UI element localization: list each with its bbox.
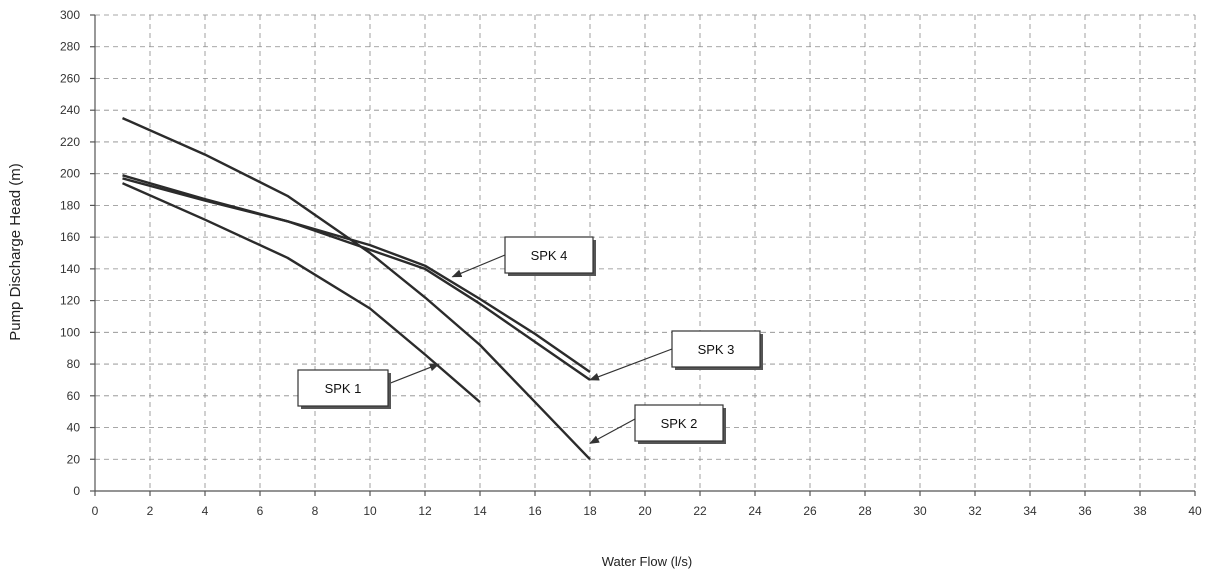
callout-arrow-spk-1 [387, 363, 440, 385]
y-tick-label: 60 [67, 389, 81, 403]
x-tick-label: 8 [312, 504, 319, 518]
y-tick-label: 220 [60, 135, 80, 149]
y-tick-label: 180 [60, 198, 80, 212]
annotations: SPK 1 SPK 2 SPK 3 SPK 4 [297, 236, 763, 444]
x-tick-label: 24 [748, 504, 762, 518]
x-tick-label: 22 [693, 504, 707, 518]
x-tick-label: 10 [363, 504, 377, 518]
x-tick-label: 0 [92, 504, 99, 518]
y-tick-label: 160 [60, 230, 80, 244]
y-tick-label: 140 [60, 262, 80, 276]
callout-arrow-spk-2 [589, 418, 636, 444]
x-tick-label: 6 [257, 504, 264, 518]
y-tick-label: 300 [60, 8, 80, 22]
x-tick-label: 30 [913, 504, 927, 518]
y-tick-label: 280 [60, 40, 80, 54]
callout-label-spk-2: SPK 2 [661, 416, 698, 431]
callout-arrow-spk-3 [589, 348, 673, 381]
series-line-spk-2 [122, 117, 591, 461]
x-axis-label: Water Flow (l/s) [602, 554, 693, 569]
callout-arrow-spk-4 [451, 254, 506, 278]
x-tick-label: 18 [583, 504, 597, 518]
grid [95, 14, 1196, 491]
x-tick-label: 2 [147, 504, 154, 518]
callout-box-spk-3 [671, 330, 761, 368]
y-tick-label: 240 [60, 103, 80, 117]
y-tick-label: 100 [60, 325, 80, 339]
callout-label-spk-3: SPK 3 [698, 342, 735, 357]
y-tick-label: 200 [60, 167, 80, 181]
series-line-spk-4 [122, 177, 591, 373]
series-lines [122, 117, 591, 461]
y-tick-label: 120 [60, 294, 80, 308]
callout-label-spk-4: SPK 4 [531, 248, 568, 263]
x-tick-label: 20 [638, 504, 652, 518]
callout-box-spk-1 [297, 369, 389, 407]
x-tick-label: 34 [1023, 504, 1037, 518]
x-tick-label: 26 [803, 504, 817, 518]
x-tick-label: 4 [202, 504, 209, 518]
x-tick-label: 14 [473, 504, 487, 518]
x-tick-label: 16 [528, 504, 542, 518]
y-tick-label: 20 [67, 452, 81, 466]
series-line-spk-3 [122, 174, 591, 381]
callout-box-spk-4 [504, 236, 594, 274]
callout-box-spk-2 [634, 404, 724, 442]
x-tick-label: 40 [1188, 504, 1202, 518]
tick-labels: 0 2 4 6 8 10 12 14 16 18 20 22 24 26 28 30 32 34 36 38 40020… [60, 8, 1202, 518]
axes [90, 14, 1196, 496]
x-tick-label: 32 [968, 504, 982, 518]
y-axis-label: Pump Discharge Head (m) [7, 163, 24, 341]
series-line-spk-1 [122, 182, 481, 404]
x-tick-label: 36 [1078, 504, 1092, 518]
y-tick-label: 40 [67, 421, 81, 435]
x-tick-label: 28 [858, 504, 872, 518]
callout-label-spk-1: SPK 1 [325, 381, 362, 396]
x-tick-label: 12 [418, 504, 432, 518]
x-tick-label: 38 [1133, 504, 1147, 518]
y-tick-label: 0 [73, 484, 80, 498]
y-tick-label: 260 [60, 71, 80, 85]
y-tick-label: 80 [67, 357, 81, 371]
